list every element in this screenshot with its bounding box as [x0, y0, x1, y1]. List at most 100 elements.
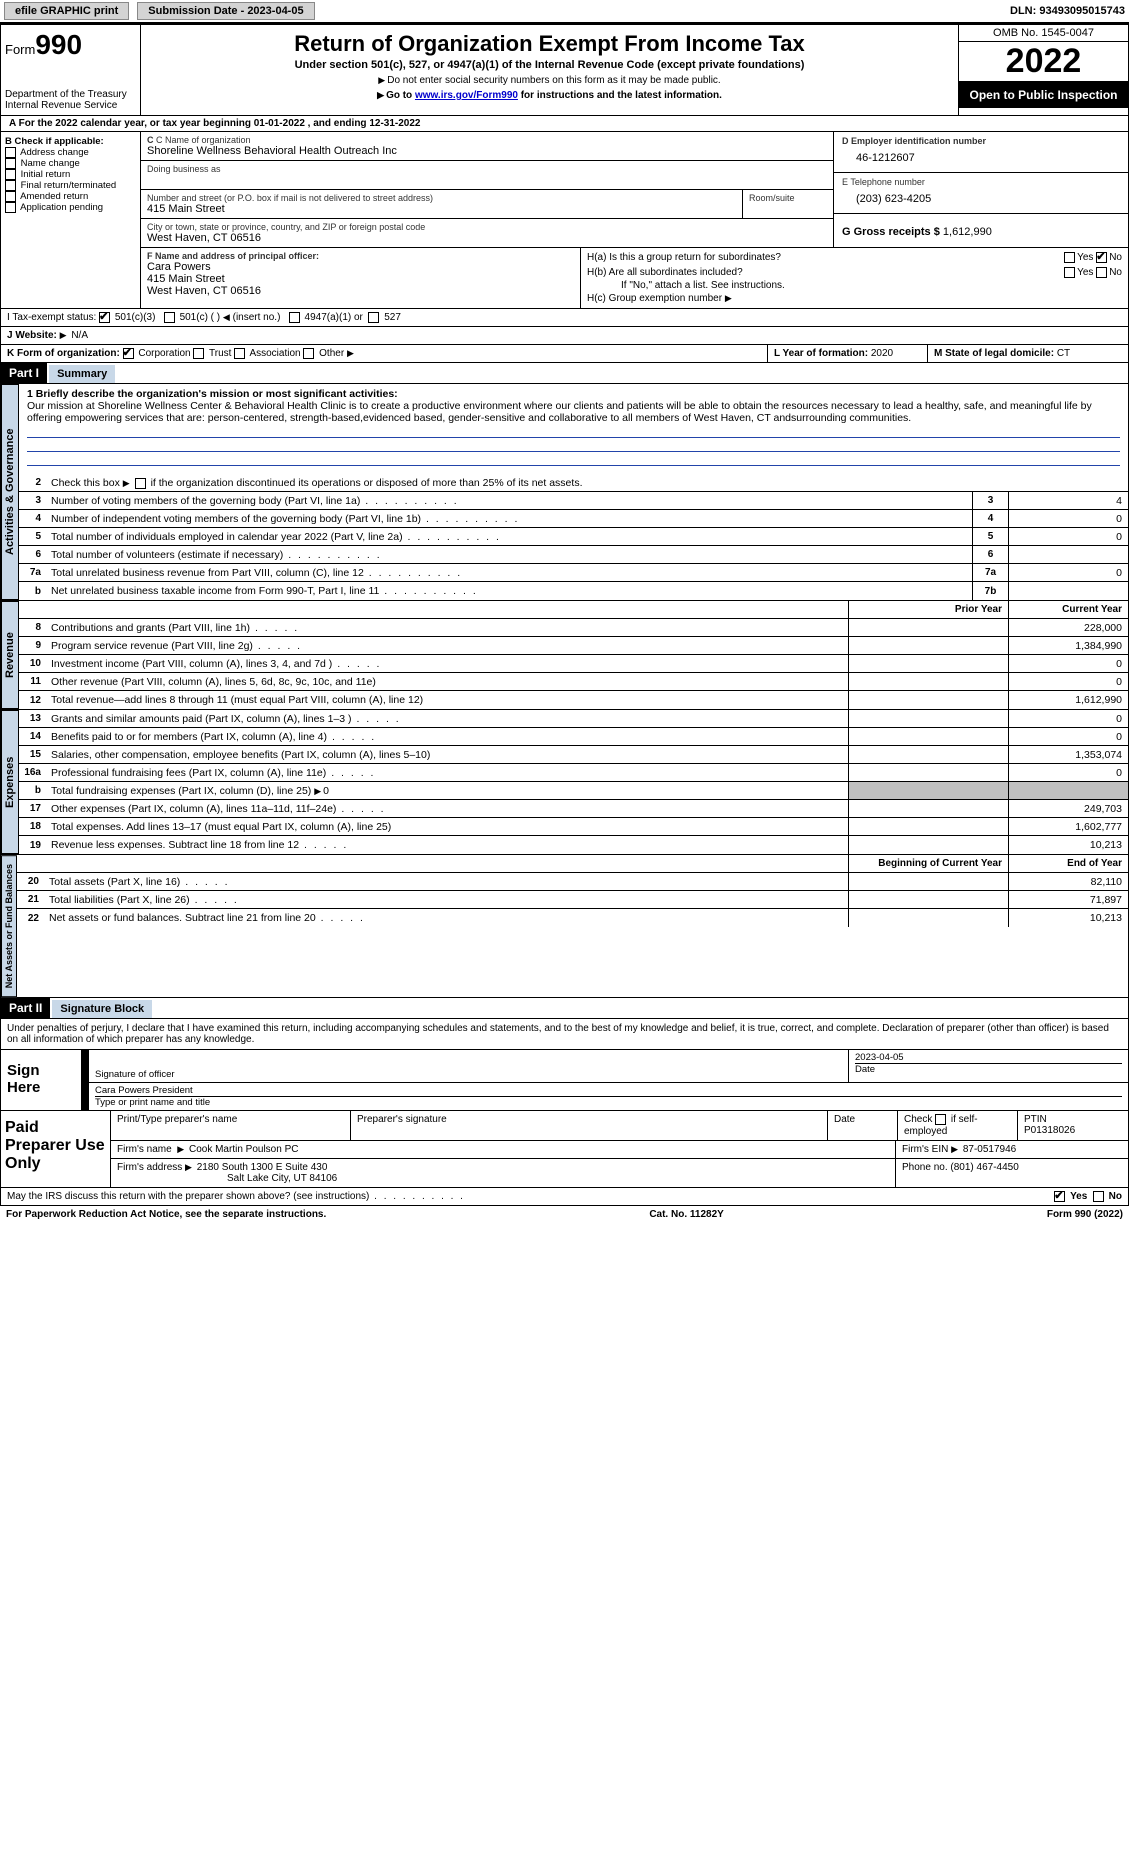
lbl-insert-no: (insert no.) [233, 312, 281, 323]
blank-line [27, 424, 1120, 438]
cb-trust[interactable] [193, 348, 204, 359]
lbl-address-change: Address change [20, 147, 89, 158]
line3-text: Number of voting members of the governin… [47, 493, 972, 509]
part1-title: Summary [49, 365, 115, 383]
part2-label: Part II [1, 998, 50, 1018]
officer-addr1: 415 Main Street [147, 273, 574, 285]
cb-discuss-no[interactable] [1093, 1191, 1104, 1202]
line12-val: 1,612,990 [1008, 691, 1128, 709]
cb-501c[interactable] [164, 312, 175, 323]
firm-ein-label: Firm's EIN [902, 1144, 948, 1155]
cb-4947[interactable] [289, 312, 300, 323]
lbl-other: Other [319, 348, 344, 359]
hb-no[interactable] [1096, 267, 1107, 278]
box-b: B Check if applicable: Address change Na… [1, 132, 141, 308]
section-net-assets: Net Assets or Fund Balances Beginning of… [0, 855, 1129, 998]
checkbox-amended-return[interactable] [5, 191, 16, 202]
form-number: Form990 [5, 29, 136, 61]
row-l-label: L Year of formation: [774, 348, 868, 359]
hb-no-lbl: No [1109, 267, 1122, 278]
cb-501c3[interactable] [99, 312, 110, 323]
cb-corp[interactable] [123, 348, 134, 359]
line8-text: Contributions and grants (Part VIII, lin… [47, 620, 848, 636]
dba-label: Doing business as [147, 164, 827, 174]
perjury-declaration: Under penalties of perjury, I declare th… [0, 1019, 1129, 1050]
org-name: Shoreline Wellness Behavioral Health Out… [147, 145, 827, 157]
vtab-activities: Activities & Governance [1, 384, 19, 600]
form-footer: Form 990 (2022) [1047, 1209, 1123, 1220]
cb-527[interactable] [368, 312, 379, 323]
section-revenue: Revenue Prior YearCurrent Year 8Contribu… [0, 601, 1129, 710]
irs-link[interactable]: www.irs.gov/Form990 [415, 90, 518, 101]
officer-name: Cara Powers [147, 261, 574, 273]
ptin-value: P01318026 [1024, 1125, 1122, 1136]
line13-text: Grants and similar amounts paid (Part IX… [47, 711, 848, 727]
hb-yes-lbl: Yes [1077, 267, 1093, 278]
line9-val: 1,384,990 [1008, 637, 1128, 654]
line22-text: Net assets or fund balances. Subtract li… [45, 910, 848, 926]
room-label: Room/suite [749, 193, 827, 203]
ha-yes[interactable] [1064, 252, 1075, 263]
box-d-label: D Employer identification number [842, 136, 986, 146]
row-m-label: M State of legal domicile: [934, 348, 1054, 359]
line17-text: Other expenses (Part IX, column (A), lin… [47, 801, 848, 817]
checkbox-final-return[interactable] [5, 180, 16, 191]
street-address: 415 Main Street [147, 203, 736, 215]
line6-text: Total number of volunteers (estimate if … [47, 547, 972, 563]
hdr-prior-year: Prior Year [848, 601, 1008, 618]
line16b-amt: 0 [323, 785, 329, 797]
firm-phone: (801) 467-4450 [950, 1162, 1018, 1173]
checkbox-name-change[interactable] [5, 158, 16, 169]
checkbox-address-change[interactable] [5, 147, 16, 158]
line7b-text: Net unrelated business taxable income fr… [47, 583, 972, 599]
irs-label: Internal Revenue Service [5, 100, 136, 111]
firm-ein: 87-0517946 [963, 1144, 1016, 1155]
line9-text: Program service revenue (Part VIII, line… [47, 638, 848, 654]
paid-preparer-block: Paid Preparer Use Only Print/Type prepar… [0, 1111, 1129, 1187]
submission-date-button[interactable]: Submission Date - 2023-04-05 [137, 2, 314, 20]
cat-no: Cat. No. 11282Y [649, 1209, 723, 1220]
subtitle-3: Go to www.irs.gov/Form990 for instructio… [147, 90, 952, 101]
subtitle-1: Under section 501(c), 527, or 4947(a)(1)… [147, 59, 952, 71]
form-word: Form [5, 42, 35, 57]
checkbox-application-pending[interactable] [5, 202, 16, 213]
row-k-label: K Form of organization: [7, 348, 120, 359]
box-c-name-label: C Name of organization [156, 135, 251, 145]
sign-here-block: Sign Here Signature of officer 2023-04-0… [0, 1050, 1129, 1111]
ha-yes-lbl: Yes [1077, 252, 1093, 263]
ha-no[interactable] [1096, 252, 1107, 263]
prep-sig-hdr: Preparer's signature [351, 1111, 828, 1139]
hdr-begin-year: Beginning of Current Year [848, 855, 1008, 872]
line16b-text: Total fundraising expenses (Part IX, col… [47, 783, 848, 799]
box-e-label: E Telephone number [842, 177, 1120, 187]
hb-yes[interactable] [1064, 267, 1075, 278]
checkbox-initial-return[interactable] [5, 169, 16, 180]
line5-val: 0 [1008, 528, 1128, 545]
cb-line2[interactable] [135, 478, 146, 489]
goto-pre: Go to [386, 90, 415, 101]
year-formation: 2020 [871, 348, 893, 359]
line4-val: 0 [1008, 510, 1128, 527]
cb-assoc[interactable] [234, 348, 245, 359]
cb-self-employed[interactable] [935, 1114, 946, 1125]
form-num: 990 [35, 29, 82, 60]
sign-here-label: Sign Here [1, 1050, 81, 1110]
ha-label: H(a) Is this a group return for subordin… [587, 252, 781, 263]
line7b-val [1008, 582, 1128, 600]
type-name-label: Type or print name and title [95, 1097, 1122, 1108]
goto-post: for instructions and the latest informat… [518, 90, 722, 101]
discuss-no: No [1109, 1191, 1122, 1202]
row-j: J Website: N/A [0, 327, 1129, 345]
part2-header: Part II Signature Block [0, 998, 1129, 1019]
box-f-label: F Name and address of principal officer: [147, 251, 319, 261]
cb-other[interactable] [303, 348, 314, 359]
efile-print-button[interactable]: efile GRAPHIC print [4, 2, 129, 20]
line5-text: Total number of individuals employed in … [47, 529, 972, 545]
line22-val: 10,213 [1008, 909, 1128, 927]
cb-discuss-yes[interactable] [1054, 1191, 1065, 1202]
line15-val: 1,353,074 [1008, 746, 1128, 763]
lbl-corp: Corporation [138, 348, 190, 359]
line19-val: 10,213 [1008, 836, 1128, 854]
hb-label: H(b) Are all subordinates included? [587, 267, 743, 278]
prep-name-hdr: Print/Type preparer's name [111, 1111, 351, 1139]
